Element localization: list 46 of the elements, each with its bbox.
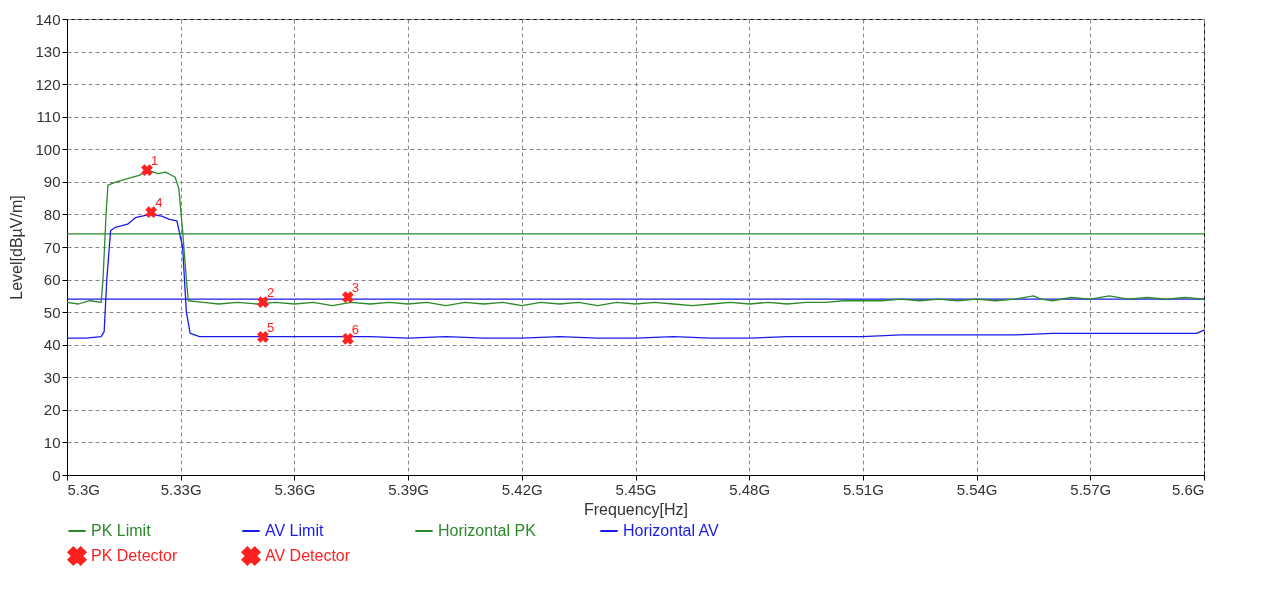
y-tick-label: 30 [43, 368, 61, 386]
point [257, 296, 269, 308]
x-tick-label: 5.42G [501, 480, 543, 498]
y-tick-label: 10 [43, 433, 61, 451]
y-tick-label: 110 [36, 108, 61, 126]
x-axis-title: Frequency[Hz] [583, 500, 689, 518]
y-tick-label: 100 [35, 140, 61, 158]
annotation: 6 [351, 321, 360, 337]
x-tick-label: 5.3G [67, 480, 101, 498]
legend-label: AV Detector [265, 547, 351, 564]
legend-label: AV Limit [265, 522, 324, 539]
point [341, 333, 354, 345]
y-tick-label: 0 [52, 466, 61, 484]
annotation: 2 [266, 285, 275, 301]
point [341, 291, 354, 304]
x-tick-label: 5.39G [388, 480, 430, 498]
x-tick-label: 5.57G [1070, 480, 1112, 498]
legend-label: Horizontal AV [623, 522, 720, 539]
x-tick-label: 5.48G [729, 480, 771, 498]
y-tick-label: 130 [35, 43, 61, 61]
legend-label: Horizontal PK [438, 522, 537, 539]
annotation: 3 [351, 280, 360, 296]
x-tick-label: 5.36G [274, 480, 316, 498]
point [145, 206, 157, 218]
annotation: 1 [150, 153, 159, 169]
annotation: 5 [266, 319, 275, 335]
y-tick-label: 80 [43, 205, 61, 223]
y-tick-label: 40 [43, 336, 61, 354]
y-tick-label: 50 [43, 303, 61, 321]
point [141, 164, 153, 176]
y-tick-label: 90 [43, 173, 61, 191]
legend-label: PK Detector [91, 547, 178, 564]
y-tick-label: 20 [43, 401, 61, 419]
y-tick-label: 140 [35, 10, 61, 28]
x-tick-label: 5.54G [956, 480, 998, 498]
point [257, 331, 269, 343]
y-axis-title: Level[dBµV/m] [8, 195, 26, 300]
y-tick-label: 60 [43, 271, 61, 289]
legend-label: PK Limit [91, 522, 152, 539]
x-tick-label: 5.6G [1171, 480, 1205, 498]
y-tick-label: 120 [35, 75, 61, 93]
x-tick-label: 5.45G [615, 480, 657, 498]
x-tick-label: 5.51G [842, 480, 884, 498]
y-tick-label: 70 [43, 238, 61, 256]
x-tick-label: 5.33G [160, 480, 202, 498]
annotation: 4 [155, 195, 163, 211]
